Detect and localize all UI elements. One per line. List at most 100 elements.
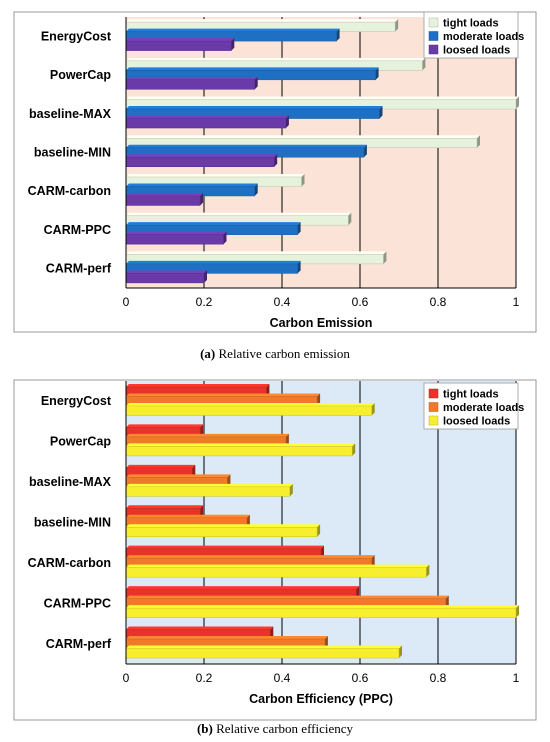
bar-top-face bbox=[126, 645, 402, 649]
x-tick-labels: 0 0.2 0.4 0.6 0.8 1 bbox=[123, 295, 520, 309]
bar-side-face bbox=[301, 173, 305, 187]
bar-top-face bbox=[126, 260, 301, 264]
legend-label: loosed loads bbox=[443, 416, 510, 428]
bar-side-face bbox=[223, 231, 227, 245]
category-labels: EnergyCost PowerCap baseline-MAX baseline-M… bbox=[28, 29, 112, 275]
legend-label: loosed loads bbox=[443, 45, 510, 57]
bar-top-face bbox=[126, 222, 301, 226]
category-label: CARM-carbon bbox=[28, 556, 111, 570]
x-tick-label: 0.6 bbox=[352, 295, 369, 309]
caption-b-text: Relative carbon efficiency bbox=[216, 721, 354, 736]
caption-a: (a) Relative carbon emission bbox=[0, 346, 550, 362]
x-axis-label: Carbon Emission bbox=[270, 316, 373, 330]
x-tick-label: 0 bbox=[123, 295, 130, 309]
bar-side-face bbox=[285, 115, 289, 129]
legend-swatch bbox=[428, 31, 439, 41]
bar-top-face bbox=[126, 483, 293, 487]
category-label: PowerCap bbox=[50, 435, 111, 449]
bar-top-face bbox=[126, 192, 204, 196]
x-tick-label: 1 bbox=[513, 295, 520, 309]
category-label: EnergyCost bbox=[41, 29, 112, 43]
bar bbox=[125, 567, 427, 578]
x-tick-label: 0.8 bbox=[430, 295, 447, 309]
bar-top-face bbox=[126, 106, 383, 110]
bar-side-face bbox=[270, 626, 274, 640]
bar-top-face bbox=[126, 514, 250, 518]
bar-top-face bbox=[126, 524, 321, 528]
bar-top-face bbox=[126, 383, 270, 387]
bar-top-face bbox=[126, 57, 426, 61]
category-label: CARM-PPC bbox=[44, 223, 111, 237]
bar-side-face bbox=[200, 424, 204, 437]
legend-swatch bbox=[428, 17, 439, 28]
bar bbox=[125, 195, 201, 206]
bar-side-face bbox=[192, 464, 196, 478]
bar-side-face bbox=[285, 433, 289, 447]
category-label: baseline-MAX bbox=[29, 475, 112, 489]
bar-side-face bbox=[231, 38, 235, 51]
legend-label: tight loads bbox=[443, 18, 499, 30]
x-tick-label: 0.4 bbox=[274, 295, 291, 309]
bar-side-face bbox=[352, 443, 356, 456]
caption-b-tag: (b) bbox=[196, 721, 213, 736]
bar-side-face bbox=[246, 514, 250, 528]
bar-top-face bbox=[126, 626, 274, 630]
bar bbox=[125, 607, 517, 618]
bar-side-face bbox=[266, 383, 270, 397]
bar-top-face bbox=[126, 38, 235, 42]
bar-top-face bbox=[126, 464, 196, 468]
x-tick-label: 1 bbox=[513, 671, 520, 685]
bar-side-face bbox=[317, 524, 321, 537]
x-tick-label: 0.6 bbox=[352, 671, 369, 685]
legend-box bbox=[423, 11, 519, 59]
bar-top-face bbox=[126, 231, 227, 235]
bar-side-face bbox=[200, 192, 204, 206]
legend-swatch bbox=[428, 388, 439, 399]
bar-side-face bbox=[274, 154, 278, 167]
bar-top-face bbox=[126, 555, 375, 559]
bar-top-face bbox=[126, 586, 360, 590]
bar-side-face bbox=[426, 564, 430, 578]
bar-side-face bbox=[371, 555, 375, 568]
bar-top-face bbox=[126, 402, 375, 406]
bar-side-face bbox=[375, 67, 379, 80]
bar-top-face bbox=[126, 564, 430, 568]
x-axis-label: Carbon Efficiency (PPC) bbox=[249, 692, 393, 706]
category-label: baseline-MAX bbox=[29, 107, 112, 121]
bar bbox=[125, 648, 400, 659]
bar-side-face bbox=[297, 222, 301, 235]
carbon-efficiency-chart: 0 0.2 0.4 0.6 0.8 1 Carbon Efficiency (PPC) Ene… bbox=[13, 379, 537, 721]
bar-top-face bbox=[126, 154, 278, 158]
bar-side-face bbox=[516, 96, 519, 110]
category-label: CARM-perf bbox=[46, 262, 112, 276]
bar-side-face bbox=[477, 135, 480, 148]
legend-swatch bbox=[428, 44, 439, 55]
bar-top-face bbox=[126, 636, 328, 640]
bar bbox=[125, 79, 255, 90]
bar-top-face bbox=[126, 393, 321, 397]
chart-panel-a: 0 0.2 0.4 0.6 0.8 1 Carbon Emission EnergyCost P… bbox=[0, 11, 550, 362]
bar-side-face bbox=[297, 260, 301, 274]
bars bbox=[125, 383, 519, 659]
bar bbox=[125, 527, 318, 537]
bar-side-face bbox=[371, 402, 375, 416]
bar-top-face bbox=[126, 28, 340, 32]
caption-a-tag: (a) bbox=[200, 346, 216, 361]
bar-top-face bbox=[126, 76, 258, 80]
bar-side-face bbox=[254, 183, 258, 196]
bar-top-face bbox=[126, 144, 367, 148]
bar-top-face bbox=[126, 433, 289, 437]
bar-side-face bbox=[348, 212, 352, 226]
x-tick-label: 0.8 bbox=[430, 671, 447, 685]
x-tick-label: 0 bbox=[123, 671, 130, 685]
bar-side-face bbox=[356, 586, 360, 599]
bar-top-face bbox=[126, 545, 324, 549]
bar bbox=[125, 405, 372, 416]
category-label: EnergyCost bbox=[41, 394, 112, 408]
bar-side-face bbox=[324, 636, 328, 649]
legend-swatch bbox=[428, 415, 439, 426]
x-tick-label: 0.2 bbox=[196, 295, 213, 309]
bar-top-face bbox=[126, 424, 204, 428]
category-label: CARM-PPC bbox=[44, 596, 111, 610]
